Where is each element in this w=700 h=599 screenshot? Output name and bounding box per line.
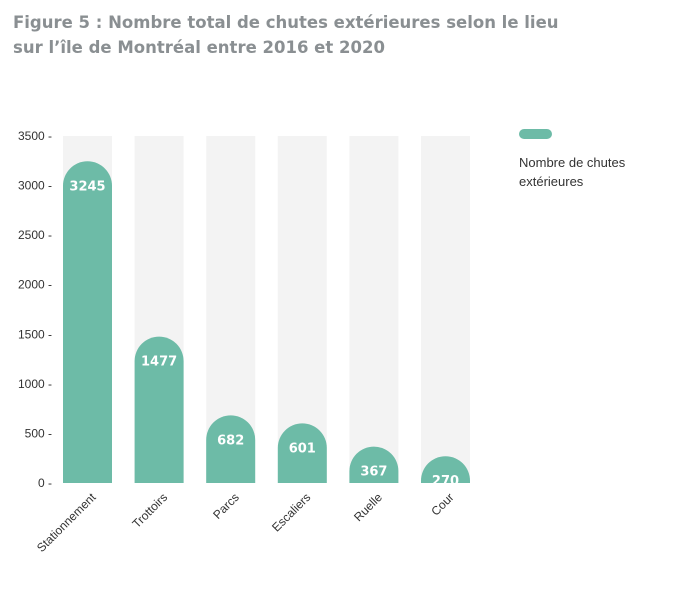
x-tick-label: Cour bbox=[428, 490, 456, 518]
chart-title-line-2: sur l’île de Montréal entre 2016 et 2020 bbox=[13, 38, 385, 57]
x-tick-label: Ruelle bbox=[351, 490, 385, 524]
y-tick-label: 0 - bbox=[38, 476, 52, 490]
bar bbox=[206, 415, 256, 483]
y-tick-label: 3500 - bbox=[18, 129, 52, 143]
bar bbox=[63, 161, 112, 483]
data-label: 367 bbox=[360, 465, 387, 480]
legend: Nombre de chutes extérieures bbox=[519, 129, 689, 191]
data-label: 1477 bbox=[141, 355, 177, 370]
data-label: 270 bbox=[432, 474, 459, 489]
bar bbox=[349, 446, 399, 483]
bar bbox=[277, 423, 327, 483]
y-tick-label: 1000 - bbox=[18, 377, 52, 391]
y-tick-label: 2500 - bbox=[18, 228, 52, 242]
bar bbox=[134, 336, 184, 483]
data-label: 3245 bbox=[69, 179, 105, 194]
x-tick-label: Parcs bbox=[210, 490, 242, 522]
x-tick-label: Stationnement bbox=[34, 490, 99, 555]
bar bbox=[421, 456, 470, 483]
y-tick-label: 500 - bbox=[25, 426, 52, 440]
bar-track bbox=[421, 136, 470, 483]
y-tick-label: 1500 - bbox=[18, 327, 52, 341]
bar-track bbox=[349, 136, 399, 483]
chart-title: Figure 5 : Nombre total de chutes extéri… bbox=[13, 10, 633, 60]
legend-label: Nombre de chutes extérieures bbox=[519, 155, 626, 189]
chart-title-line-1: Figure 5 : Nombre total de chutes extéri… bbox=[13, 13, 559, 32]
x-tick-label: Trottoirs bbox=[130, 490, 171, 531]
legend-swatch bbox=[519, 129, 552, 139]
data-label: 682 bbox=[217, 433, 244, 448]
y-tick-label: 2000 - bbox=[18, 278, 52, 292]
y-tick-label: 3000 - bbox=[18, 179, 52, 193]
x-tick-label: Escaliers bbox=[269, 490, 313, 534]
data-label: 601 bbox=[289, 441, 316, 456]
